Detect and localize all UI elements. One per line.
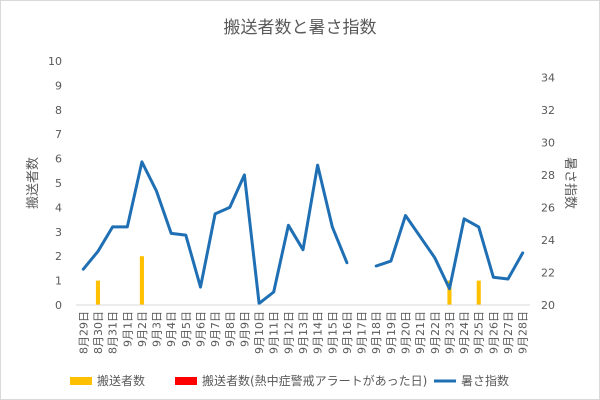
bar <box>95 280 101 305</box>
left-axis-title: 搬送者数 <box>26 157 41 209</box>
x-tick-label: 9月5日 <box>180 311 193 347</box>
x-tick-label: 9月13日 <box>297 311 310 354</box>
left-tick-label: 8 <box>55 104 62 117</box>
right-axis-title: 暑さ指数 <box>562 157 577 209</box>
legend-swatch <box>175 377 197 385</box>
right-tick-label: 34 <box>541 71 555 84</box>
right-tick-label: 20 <box>541 299 555 312</box>
bar <box>447 280 452 305</box>
x-tick-label: 9月25日 <box>473 311 486 354</box>
x-tick-label: 9月12日 <box>282 311 295 354</box>
left-tick-label: 9 <box>55 79 62 92</box>
x-tick-label: 9月21日 <box>414 311 427 354</box>
x-tick-label: 9月20日 <box>400 311 413 354</box>
x-tick-label: 9月27日 <box>502 311 515 354</box>
legend-label: 暑さ指数 <box>461 373 509 388</box>
right-tick-label: 32 <box>541 104 555 117</box>
legend-swatch <box>70 377 92 385</box>
right-tick-label: 28 <box>541 169 555 182</box>
left-tick-label: 10 <box>48 55 62 68</box>
x-tick-label: 9月3日 <box>151 311 164 347</box>
x-tick-label: 9月19日 <box>385 311 398 354</box>
x-tick-label: 9月7日 <box>209 311 222 347</box>
x-axis: 8月29日 8月30日 8月31日 9月1日 9月2日 9月3日 9月4日 9月5日 9月6日 9… <box>76 304 530 354</box>
x-tick-label: 9月23日 <box>443 311 456 354</box>
left-tick-label: 4 <box>55 201 62 214</box>
x-tick-label: 8月31日 <box>107 311 120 354</box>
x-tick-label: 9月9日 <box>238 311 251 347</box>
x-tick-label: 9月24日 <box>458 311 471 354</box>
legend: 搬送者数 搬送者数(熱中症警戒アラートがあった日) 暑さ指数 <box>70 373 509 388</box>
x-tick-label: 9月14日 <box>312 311 325 354</box>
x-tick-label: 9月11日 <box>268 311 281 354</box>
left-tick-label: 2 <box>55 250 62 263</box>
x-tick-label: 8月30日 <box>92 311 105 354</box>
x-tick-label: 9月6日 <box>194 311 207 347</box>
x-tick-label: 8月29日 <box>77 311 90 354</box>
left-tick-label: 1 <box>55 275 62 288</box>
left-tick-label: 3 <box>55 226 62 239</box>
x-tick-label: 9月28日 <box>517 311 530 354</box>
x-tick-label: 9月10日 <box>253 311 266 354</box>
x-tick-label: 9月18日 <box>370 311 383 354</box>
legend-label: 搬送者数(熱中症警戒アラートがあった日) <box>202 373 427 388</box>
bar <box>139 256 144 305</box>
x-tick-label: 9月8日 <box>224 311 237 347</box>
right-tick-label: 22 <box>541 266 555 279</box>
x-tick-label: 9月26日 <box>487 311 500 354</box>
left-tick-label: 7 <box>55 128 62 141</box>
plot-area <box>81 160 525 305</box>
right-axis: 20 22 24 26 28 30 32 34 <box>541 71 555 312</box>
left-tick-label: 6 <box>55 153 62 166</box>
right-tick-label: 30 <box>541 136 555 149</box>
x-tick-label: 9月2日 <box>136 311 149 347</box>
right-tick-label: 26 <box>541 201 555 214</box>
x-tick-label: 9月17日 <box>356 311 369 354</box>
x-tick-label: 9月15日 <box>326 311 339 354</box>
bar <box>476 280 481 305</box>
left-tick-label: 5 <box>55 177 62 190</box>
x-tick-label: 9月16日 <box>341 311 354 354</box>
left-axis: 0 1 2 3 4 5 6 7 8 9 10 <box>48 55 62 312</box>
x-tick-label: 9月22日 <box>429 311 442 354</box>
right-tick-label: 24 <box>541 234 555 247</box>
left-tick-label: 0 <box>55 299 62 312</box>
x-tick-label: 9月1日 <box>121 311 134 347</box>
series-line <box>81 160 525 305</box>
legend-label: 搬送者数 <box>97 373 145 388</box>
chart-title: 搬送者数と暑さ指数 <box>224 18 377 38</box>
x-tick-label: 9月4日 <box>165 311 178 347</box>
